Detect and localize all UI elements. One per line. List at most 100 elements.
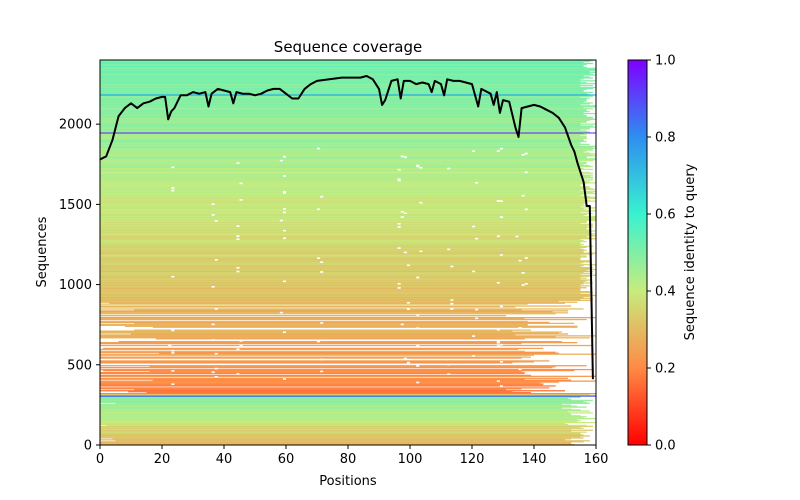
heatmap-gap	[282, 155, 286, 158]
heatmap-gap	[171, 189, 175, 192]
heatmap-row	[100, 337, 590, 339]
heatmap-gap	[447, 167, 451, 170]
heatmap-row	[100, 299, 593, 301]
x-tick-label: 140	[522, 452, 547, 467]
heatmap-row	[100, 110, 587, 112]
heatmap-row	[100, 100, 587, 102]
heatmap-row	[100, 236, 587, 238]
heatmap-row	[100, 263, 581, 265]
heatmap-row	[100, 133, 584, 135]
heatmap-gap	[282, 192, 286, 194]
heatmap-row	[100, 116, 593, 119]
heatmap-row	[100, 384, 544, 386]
heatmap-row	[100, 305, 572, 307]
heatmap-gap	[450, 308, 454, 310]
heatmap-row	[100, 413, 572, 415]
x-tick-label: 120	[460, 452, 485, 467]
heatmap-row	[100, 125, 593, 127]
heatmap-row	[100, 175, 590, 177]
heatmap-row	[100, 85, 593, 87]
heatmap-row	[100, 432, 581, 434]
heatmap-row	[100, 423, 569, 426]
heatmap-gap	[211, 203, 215, 205]
heatmap-gap	[416, 165, 420, 168]
heatmap-row	[100, 197, 596, 199]
heatmap-row	[100, 265, 581, 268]
heatmap-row	[100, 81, 581, 83]
heatmap-row	[134, 389, 507, 391]
heatmap-row	[109, 302, 566, 304]
y-tick-label: 1000	[59, 278, 92, 293]
heatmap-row	[100, 234, 593, 236]
heatmap-row	[100, 215, 596, 218]
heatmap-row	[100, 414, 572, 416]
heatmap-row	[100, 303, 528, 305]
heatmap-gap	[236, 162, 240, 164]
heatmap-row	[100, 254, 581, 256]
y-tick-label: 2000	[59, 118, 92, 133]
heatmap-row	[100, 60, 590, 63]
heatmap-row	[100, 239, 581, 241]
heatmap-row	[100, 176, 593, 178]
heatmap-row	[100, 213, 593, 215]
heatmap-row	[100, 79, 581, 81]
heatmap-row	[100, 150, 587, 152]
heatmap-row	[100, 105, 596, 107]
heatmap-row	[100, 276, 581, 278]
heatmap-row	[100, 211, 590, 213]
heatmap-row	[100, 160, 593, 162]
heatmap-gap	[499, 361, 503, 363]
heatmap-row	[112, 438, 572, 440]
heatmap-gap	[282, 331, 286, 333]
heatmap-row	[100, 393, 596, 395]
heatmap-row	[100, 292, 581, 295]
heatmap-row	[100, 434, 584, 436]
colorbar	[627, 59, 648, 446]
heatmap-row	[100, 385, 556, 387]
heatmap-row	[100, 181, 590, 183]
heatmap-gap	[317, 208, 321, 211]
heatmap-row	[100, 273, 581, 275]
heatmap-gap	[472, 225, 476, 228]
heatmap-row	[100, 113, 584, 116]
heatmap-gap	[496, 150, 500, 152]
heatmap-row	[100, 123, 596, 125]
heatmap-row	[100, 233, 596, 235]
heatmap-row	[100, 148, 593, 150]
heatmap-row	[100, 61, 584, 64]
heatmap-row	[100, 245, 593, 248]
heatmap-row	[100, 142, 581, 145]
heatmap-gap	[282, 211, 286, 214]
heatmap-gap	[320, 271, 324, 273]
heatmap-row	[100, 156, 587, 158]
heatmap-row	[100, 336, 556, 338]
heatmap-gap	[416, 327, 420, 329]
heatmap-gap	[320, 195, 324, 198]
heatmap-row	[100, 73, 593, 75]
heatmap-row	[100, 196, 596, 198]
y-tick-label: 500	[67, 358, 92, 373]
heatmap-row	[100, 137, 587, 140]
heatmap-row	[100, 121, 587, 123]
heatmap-row	[106, 424, 587, 427]
heatmap-row	[100, 188, 593, 190]
heatmap-gap	[496, 282, 500, 284]
heatmap-row	[100, 287, 587, 289]
heatmap-row	[100, 368, 593, 371]
heatmap-gap	[397, 287, 401, 289]
heatmap-row	[100, 437, 584, 439]
x-tick-label: 20	[154, 452, 171, 467]
heatmap-row	[100, 257, 581, 259]
heatmap-row	[100, 306, 516, 308]
heatmap-row	[100, 312, 569, 314]
heatmap-row	[100, 374, 531, 376]
heatmap-row	[100, 66, 587, 68]
y-tick-label: 1500	[59, 198, 92, 213]
heatmap-row	[127, 391, 513, 393]
heatmap-row	[100, 169, 581, 171]
heatmap-row	[100, 394, 596, 397]
heatmap-row	[100, 191, 593, 194]
heatmap-gap	[499, 343, 503, 346]
heatmap-gap	[518, 327, 522, 329]
heatmap-row	[100, 417, 584, 419]
